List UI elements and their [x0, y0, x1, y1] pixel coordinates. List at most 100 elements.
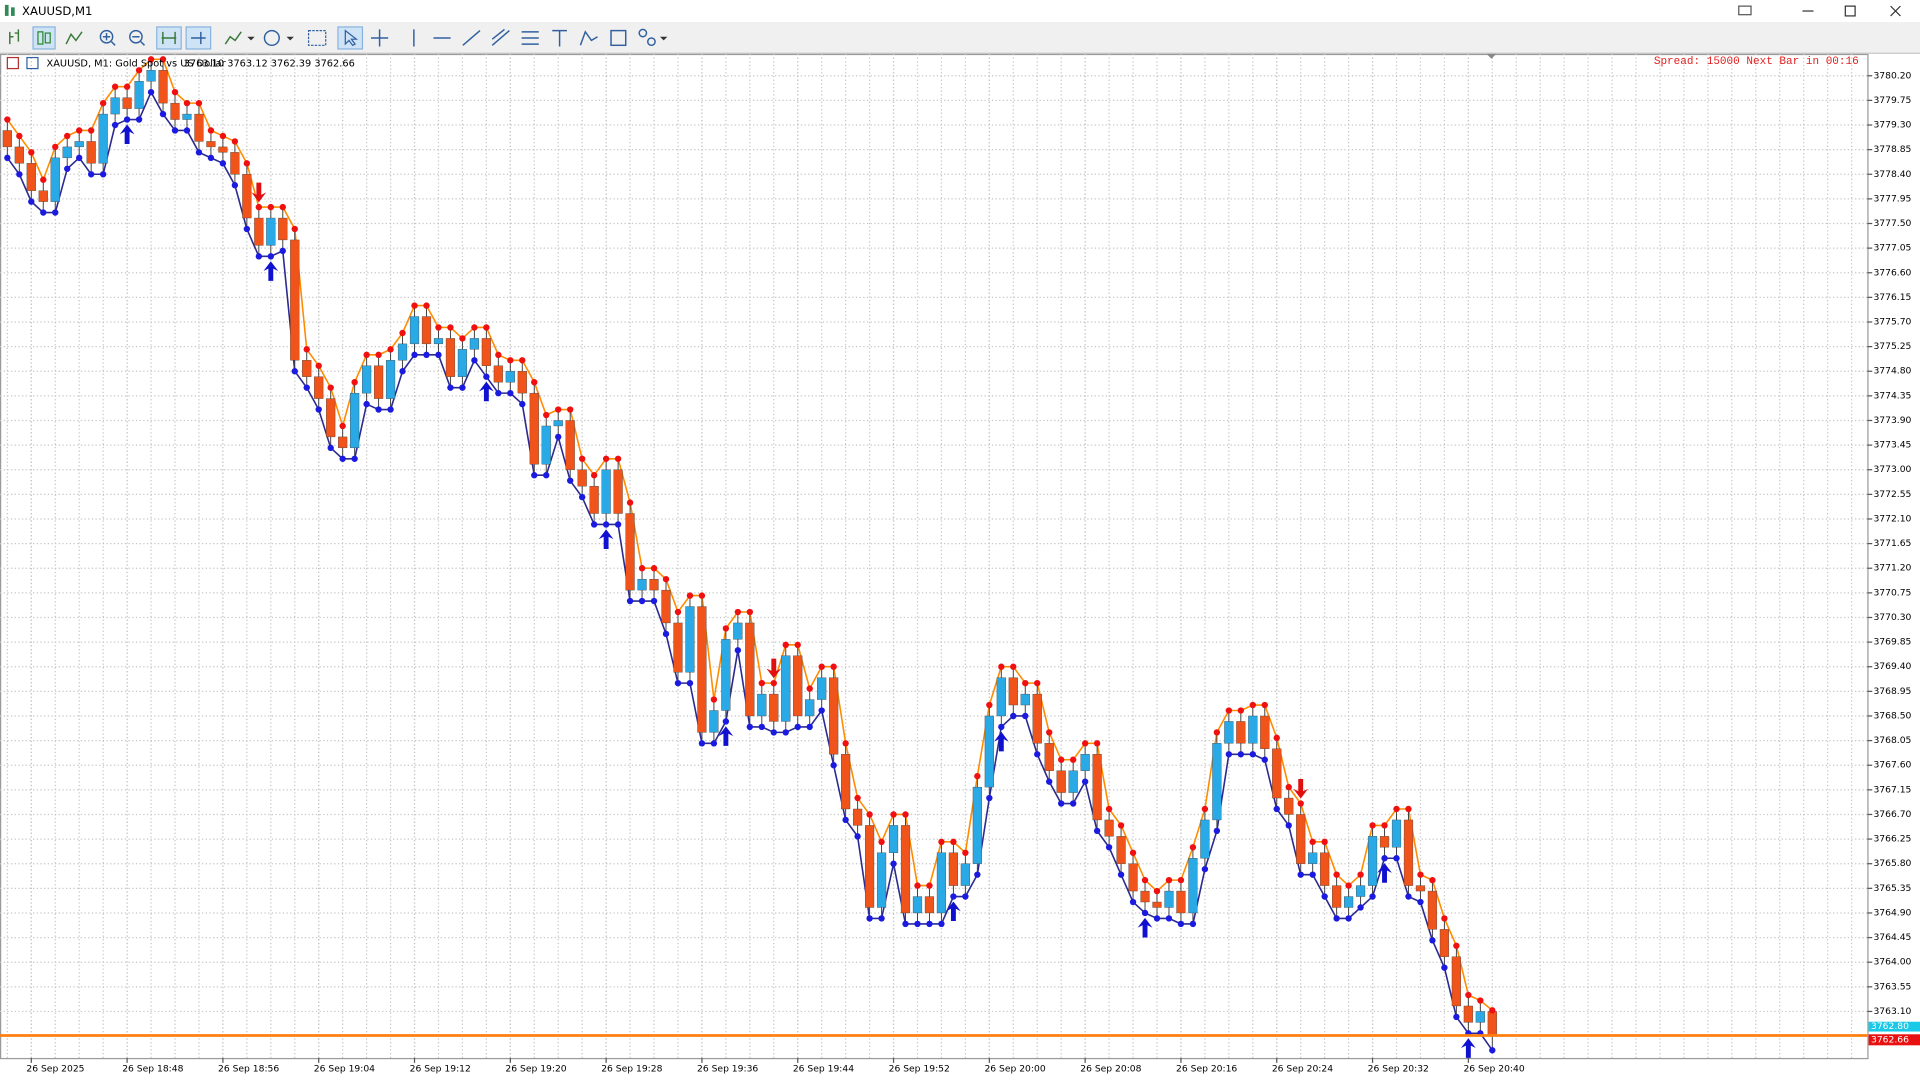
- low-dot: [914, 920, 921, 928]
- candle-body: [709, 710, 719, 733]
- high-dot: [1285, 783, 1292, 791]
- buy-arrow: [946, 901, 961, 922]
- low-dot: [291, 368, 298, 375]
- low-dot: [87, 171, 95, 178]
- trendline-button[interactable]: [462, 30, 481, 46]
- low-dot: [1333, 915, 1340, 922]
- candle-body: [960, 863, 970, 886]
- high-dot: [231, 138, 239, 145]
- candle-body: [1152, 901, 1162, 908]
- line-chart-button[interactable]: [65, 31, 83, 45]
- y-tick-label: 3779.30: [1873, 120, 1911, 131]
- high-dot: [1417, 871, 1424, 878]
- zoom-in-button[interactable]: [99, 29, 114, 44]
- close-button[interactable]: [1890, 5, 1901, 17]
- y-tick-label: 3768.05: [1873, 735, 1911, 746]
- low-dot: [1141, 909, 1149, 917]
- high-dot: [363, 351, 370, 359]
- low-dot: [698, 740, 706, 747]
- buy-arrow: [119, 124, 135, 145]
- crosshair-button[interactable]: [371, 29, 389, 47]
- candle-body: [996, 677, 1006, 717]
- candle-body: [326, 398, 336, 438]
- high-dot: [1105, 805, 1113, 813]
- screenshot-button[interactable]: [307, 30, 327, 46]
- low-dot: [1105, 844, 1113, 851]
- high-dot: [159, 56, 167, 63]
- zoom-out-button[interactable]: [129, 29, 143, 44]
- high-dot: [267, 203, 274, 211]
- candle-body: [876, 852, 887, 908]
- maximize-button[interactable]: [1844, 5, 1856, 17]
- high-dot: [710, 696, 718, 703]
- high-dot: [698, 592, 706, 599]
- bar-chart-button[interactable]: [9, 29, 20, 45]
- ohlc-info: 3763.10 3763.12 3762.39 3762.66: [184, 59, 355, 70]
- fibonacci-button[interactable]: [521, 31, 539, 45]
- candle-body: [793, 655, 803, 717]
- low-dot: [1022, 712, 1029, 720]
- low-dot: [1309, 871, 1316, 878]
- text-button[interactable]: [552, 29, 567, 47]
- high-dot: [495, 351, 502, 359]
- candle-body: [302, 360, 312, 377]
- indicators-button[interactable]: [224, 31, 242, 45]
- candle-body: [457, 349, 468, 377]
- timeframes-button[interactable]: [263, 29, 280, 47]
- low-dot: [626, 597, 634, 605]
- channel-button[interactable]: [491, 28, 510, 46]
- candle-body: [972, 786, 982, 864]
- low-dot: [770, 729, 777, 736]
- candle-body: [1344, 896, 1354, 908]
- candle-body: [2, 130, 12, 148]
- low-dot: [255, 253, 263, 260]
- y-tick-label: 3763.10: [1873, 1006, 1911, 1017]
- candle-body: [1164, 890, 1174, 908]
- candle-body: [900, 825, 911, 914]
- high-dot: [662, 575, 670, 583]
- high-dot: [1393, 805, 1400, 813]
- candle-body: [1475, 1011, 1485, 1023]
- low-dot: [327, 444, 334, 452]
- high-dot: [1129, 849, 1137, 856]
- restore-panel-button[interactable]: [1738, 5, 1752, 16]
- candle-body: [1068, 770, 1078, 793]
- chart-menu-icon[interactable]: [26, 56, 39, 70]
- candles-button[interactable]: [37, 31, 44, 45]
- low-dot: [578, 493, 586, 501]
- candle-body: [781, 655, 791, 722]
- high-dot: [1201, 805, 1209, 813]
- candle-body: [601, 469, 611, 514]
- buy-arrow: [1461, 1038, 1476, 1058]
- high-dot: [602, 455, 610, 462]
- dropdown-arrow: [247, 36, 255, 41]
- buy-arrow: [718, 726, 734, 746]
- y-tick-label: 3772.10: [1873, 513, 1911, 524]
- candle-body: [1080, 754, 1090, 771]
- high-dot: [986, 701, 993, 709]
- candle-body: [1463, 1005, 1473, 1023]
- high-dot: [1022, 679, 1029, 687]
- objects-button[interactable]: [610, 29, 627, 47]
- cursor-button[interactable]: [337, 26, 364, 50]
- candle-body: [158, 70, 168, 104]
- more-button[interactable]: [638, 28, 648, 38]
- ask-label: 3762.80: [1871, 1021, 1909, 1032]
- title-bar-bg: [0, 0, 1920, 23]
- candle-body: [1176, 890, 1186, 914]
- low-dot: [135, 116, 143, 123]
- candle-body: [254, 217, 264, 246]
- low-dot: [483, 373, 490, 380]
- chart-menu-icon[interactable]: [6, 56, 19, 70]
- low-dot: [878, 915, 885, 922]
- y-tick-label: 3779.75: [1873, 95, 1911, 106]
- high-dot: [1034, 679, 1041, 687]
- low-dot: [171, 127, 179, 134]
- candle-body: [134, 81, 144, 109]
- low-dot: [746, 723, 754, 731]
- low-dot: [1489, 1047, 1496, 1054]
- shift-marker[interactable]: [1486, 53, 1497, 59]
- candle-body: [613, 469, 623, 514]
- shapes-button[interactable]: [579, 30, 598, 46]
